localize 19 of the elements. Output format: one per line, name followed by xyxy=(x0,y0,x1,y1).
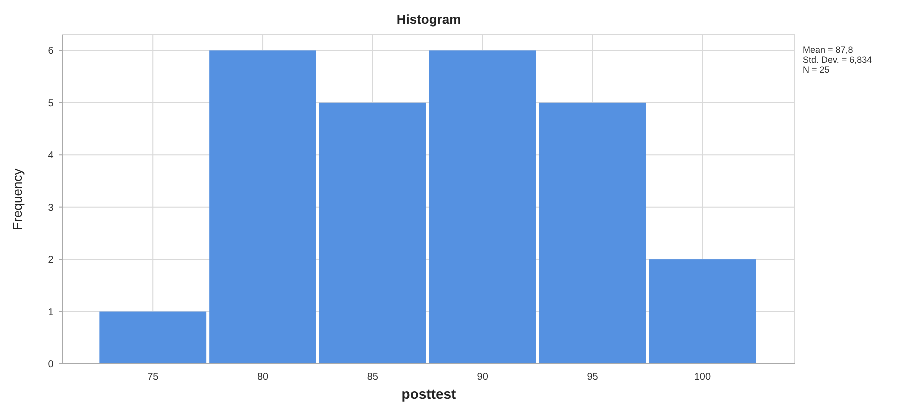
y-axis-title: Frequency xyxy=(10,168,25,230)
chart-title: Histogram xyxy=(396,12,462,27)
y-tick-label: 3 xyxy=(48,202,54,214)
y-tick-label: 6 xyxy=(48,46,54,58)
x-tick-label: 75 xyxy=(148,372,160,383)
text: Std. Dev. = 6,834 xyxy=(803,55,872,65)
x-tick-label: 85 xyxy=(367,372,379,383)
text: N = 25 xyxy=(803,65,830,75)
x-tick-label: 100 xyxy=(694,372,712,383)
y-tick-label: 0 xyxy=(48,360,54,370)
x-tick-label: 90 xyxy=(477,372,489,383)
x-axis-title: posttest xyxy=(402,386,457,402)
y-tick-label: 4 xyxy=(48,150,54,162)
text: Mean = 87,8 xyxy=(803,45,854,55)
y-tick-label: 5 xyxy=(48,98,54,110)
y-tick-label: 2 xyxy=(48,255,54,266)
x-tick-label: 80 xyxy=(257,372,270,383)
x-tick-label: 95 xyxy=(587,372,599,383)
y-tick-label: 1 xyxy=(48,307,54,318)
